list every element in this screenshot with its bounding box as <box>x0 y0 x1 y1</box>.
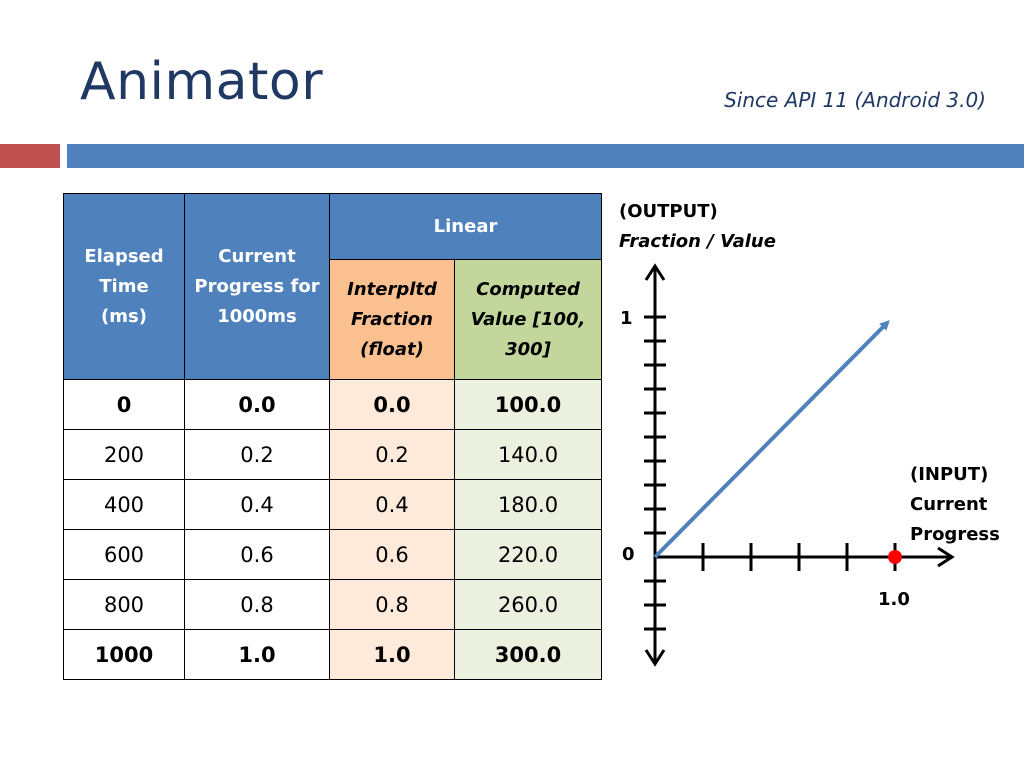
cell-value: 100.0 <box>454 379 602 430</box>
slide-title: Animator <box>80 52 324 112</box>
cell-progress: 0.8 <box>184 579 330 630</box>
table-row: 1000 1.0 1.0 300.0 <box>63 629 602 680</box>
cell-elapsed: 1000 <box>63 629 185 680</box>
animation-table: Elapsed Time (ms) Current Progress for 1… <box>63 193 602 680</box>
y-axis-arrow-down-icon <box>644 649 666 667</box>
header-linear: Linear <box>329 193 602 260</box>
cell-value: 300.0 <box>454 629 602 680</box>
table-row: 800 0.8 0.8 260.0 <box>63 579 602 630</box>
x-tick-label-1: 1.0 <box>878 589 910 610</box>
cell-elapsed: 400 <box>63 479 185 530</box>
y-axis-title: (OUTPUT) <box>619 201 718 222</box>
cell-progress: 1.0 <box>184 629 330 680</box>
header-computed-value: Computed Value [100, 300] <box>454 259 602 380</box>
slide-subtitle: Since API 11 (Android 3.0) <box>724 88 986 112</box>
table-row: 600 0.6 0.6 220.0 <box>63 529 602 580</box>
cell-fraction: 1.0 <box>329 629 455 680</box>
y-tick-label-1: 1 <box>620 308 633 329</box>
x-axis-title: (INPUT) Current Progress <box>910 464 1000 545</box>
accent-bar-red <box>0 144 60 168</box>
cell-progress: 0.6 <box>184 529 330 580</box>
cell-elapsed: 200 <box>63 429 185 480</box>
cell-value: 260.0 <box>454 579 602 630</box>
accent-bar-blue <box>67 144 1024 168</box>
y-axis-arrow-up-icon <box>644 263 666 281</box>
cell-elapsed: 600 <box>63 529 185 580</box>
table-row: 400 0.4 0.4 180.0 <box>63 479 602 530</box>
x-axis-arrow-icon <box>937 546 955 568</box>
y-axis-subtitle: Fraction / Value <box>619 231 776 252</box>
cell-value: 220.0 <box>454 529 602 580</box>
linear-line <box>653 320 890 559</box>
cell-fraction: 0.8 <box>329 579 455 630</box>
y-axis-ticks <box>644 315 666 631</box>
cell-fraction: 0.2 <box>329 429 455 480</box>
cell-fraction: 0.6 <box>329 529 455 580</box>
cell-fraction: 0.0 <box>329 379 455 430</box>
cell-elapsed: 0 <box>63 379 185 430</box>
cell-fraction: 0.4 <box>329 479 455 530</box>
header-elapsed-time: Elapsed Time (ms) <box>63 193 185 380</box>
cell-value: 140.0 <box>454 429 602 480</box>
cell-elapsed: 800 <box>63 579 185 630</box>
header-current-progress: Current Progress for 1000ms <box>184 193 330 380</box>
progress-marker <box>888 550 902 564</box>
origin-label: 0 <box>622 544 635 565</box>
table-row: 200 0.2 0.2 140.0 <box>63 429 602 480</box>
table-row: 0 0.0 0.0 100.0 <box>63 379 602 430</box>
linear-graph <box>644 263 955 667</box>
cell-progress: 0.0 <box>184 379 330 430</box>
header-interpolated-fraction: Interpltd Fraction (float) <box>329 259 455 380</box>
cell-progress: 0.2 <box>184 429 330 480</box>
cell-value: 180.0 <box>454 479 602 530</box>
cell-progress: 0.4 <box>184 479 330 530</box>
